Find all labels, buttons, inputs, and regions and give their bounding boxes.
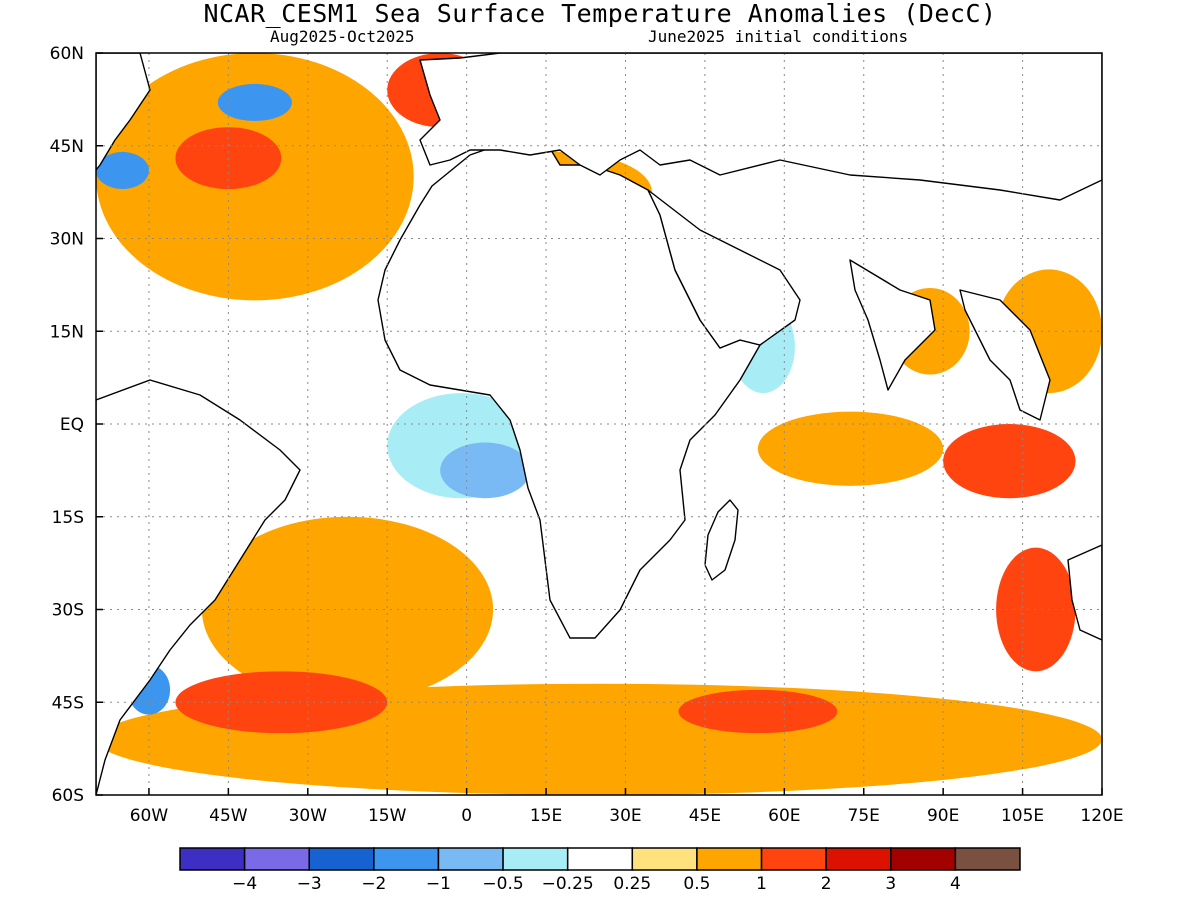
colorbar-label: −0.5 [482, 874, 523, 894]
colorbar-swatch [308, 847, 375, 871]
longitude-axis: 60W 45W 30W 15W 0 15E 30E 45E 60E 75E 90E 105E 120E [130, 788, 1124, 826]
colorbar-label: −3 [297, 874, 322, 894]
x-tick-label: 120E [1080, 806, 1123, 826]
x-tick-label: 30E [609, 806, 641, 826]
y-tick-label: 45N [50, 137, 84, 157]
x-tick-label: 45W [209, 806, 248, 826]
x-tick-label: 105E [1001, 806, 1044, 826]
colorbar-label: −4 [232, 874, 257, 894]
chart-period: Aug2025-Oct2025 [270, 27, 415, 46]
colorbar-swatch [566, 847, 634, 871]
anomaly-region [201, 516, 494, 703]
y-tick-label: 60N [50, 44, 84, 64]
colorbar-label: −0.25 [542, 874, 594, 894]
africa-landmass [377, 139, 761, 639]
x-tick-label: 90E [927, 806, 959, 826]
colorbar-swatch [696, 847, 763, 871]
x-tick-label: 60E [768, 806, 800, 826]
x-tick-label: 0 [461, 806, 472, 826]
south-america-landmass [96, 379, 301, 795]
colorbar-swatch [890, 847, 957, 871]
anomaly-region [217, 83, 292, 122]
x-tick-label: 60W [130, 806, 169, 826]
x-tick-label: 15E [530, 806, 562, 826]
x-tick-label: 15W [368, 806, 407, 826]
y-tick-label: 30N [50, 230, 84, 250]
anomaly-region [96, 151, 149, 190]
anomaly-region [757, 411, 944, 486]
anomaly-region [440, 442, 531, 499]
x-tick-label: 75E [848, 806, 880, 826]
anomaly-region [943, 424, 1076, 499]
colorbar-swatch [825, 847, 892, 871]
y-tick-label: 15S [52, 508, 84, 528]
anomaly-region [175, 671, 388, 734]
colorbar-label: 3 [885, 874, 896, 894]
y-tick-label: 30S [52, 601, 84, 621]
y-tick-label: 45S [52, 693, 84, 713]
colorbar-swatch [437, 847, 504, 871]
anomaly-region [678, 689, 838, 734]
australia-landmass [1067, 544, 1102, 641]
colorbar-label: 4 [950, 874, 961, 894]
y-tick-label: 60S [52, 786, 84, 806]
colorbar-swatch [179, 847, 246, 871]
colorbar-swatch [954, 847, 1021, 871]
x-tick-label: 30W [289, 806, 328, 826]
europe-landmass [419, 53, 1102, 201]
colorbar-label: 0.25 [613, 874, 651, 894]
colorbar-swatch [502, 847, 569, 871]
arabia-landmass [647, 189, 801, 349]
chart-title: NCAR_CESM1 Sea Surface Temperature Anoma… [203, 0, 997, 28]
colorbar-swatch [373, 847, 440, 871]
colorbar-swatch [760, 847, 827, 871]
madagascar-island [704, 499, 739, 581]
latitude-axis: 60N 45N 30N 15N EQ 15S 30S 45S 60S [50, 44, 103, 806]
y-tick-label: EQ [60, 415, 84, 435]
colorbar-label: −2 [361, 874, 386, 894]
y-tick-label: 15N [50, 322, 84, 342]
coastlines [96, 53, 1102, 795]
colorbar-swatch [631, 847, 698, 871]
x-tick-label: 45E [689, 806, 721, 826]
colorbar-label: 1 [756, 874, 767, 894]
chart-init: June2025 initial conditions [648, 27, 909, 46]
southeast-asia-landmass [959, 289, 1051, 421]
colorbar-label: −1 [426, 874, 451, 894]
colorbar-label: 0.5 [683, 874, 710, 894]
colorbar: −4 −3 −2 −1 −0.5 −0.25 0.25 0.5 1 2 3 4 [179, 847, 1021, 894]
india-landmass [849, 259, 936, 391]
colorbar-swatch [243, 847, 310, 871]
colorbar-label: 2 [821, 874, 832, 894]
lat-lon-grid [96, 53, 1102, 795]
